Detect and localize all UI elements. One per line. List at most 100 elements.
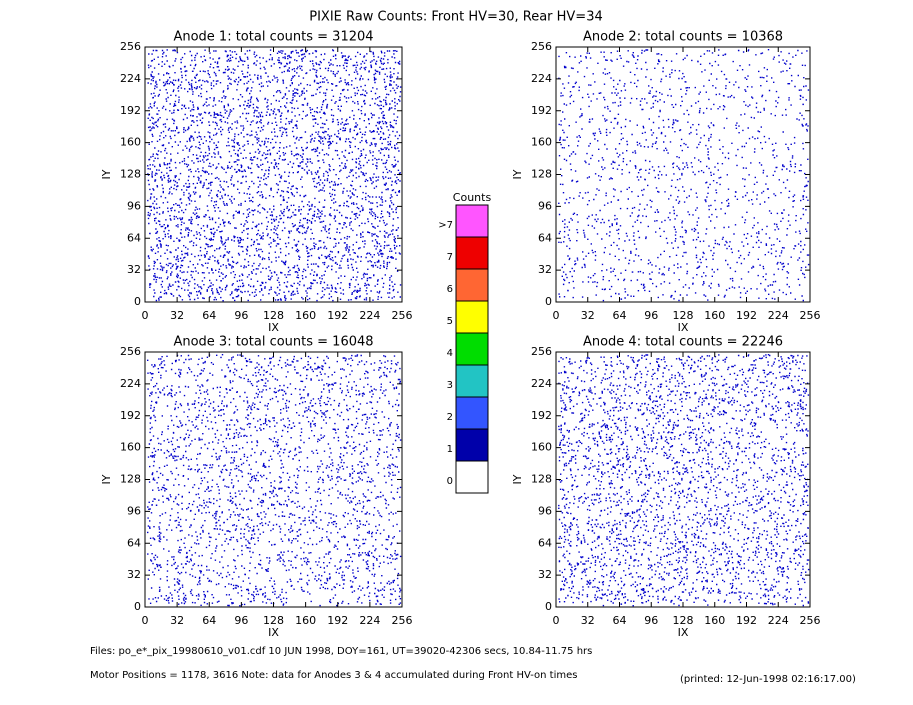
y-tick-label: 0 — [545, 295, 552, 308]
plot-frame — [555, 46, 811, 303]
x-tick-label: 256 — [800, 614, 821, 627]
y-tick-label: 256 — [120, 40, 141, 53]
x-tick-label: 192 — [327, 614, 348, 627]
y-tick-label: 160 — [531, 136, 552, 149]
count-texture — [147, 49, 402, 302]
y-tick-label: 32 — [127, 568, 141, 581]
colorbar-label: 5 — [447, 316, 453, 327]
y-tick-label: 96 — [127, 504, 141, 517]
x-tick-label: 160 — [295, 309, 316, 322]
x-tick-label: 0 — [553, 614, 560, 627]
x-tick-label: 32 — [581, 614, 595, 627]
colorbar-swatch — [455, 428, 489, 462]
panel-title: Anode 4: total counts = 22246 — [583, 335, 783, 350]
x-tick-label: 128 — [263, 309, 284, 322]
y-tick-label: 128 — [531, 168, 552, 181]
y-tick-label: 256 — [120, 345, 141, 358]
colorbar-label: 4 — [447, 348, 453, 359]
x-tick-label: 192 — [327, 309, 348, 322]
y-tick-label: 96 — [127, 199, 141, 212]
colorbar-swatch — [455, 364, 489, 398]
x-tick-label: 96 — [644, 614, 658, 627]
colorbar-swatch — [455, 332, 489, 366]
x-tick-label: 128 — [673, 614, 694, 627]
colorbar-swatch — [455, 396, 489, 430]
x-tick-label: 160 — [295, 614, 316, 627]
x-tick-label: 224 — [768, 614, 789, 627]
x-tick-label: 96 — [644, 309, 658, 322]
y-tick-label: 224 — [531, 377, 552, 390]
colorbar-label: 0 — [447, 476, 453, 487]
y-tick-label: 0 — [134, 295, 141, 308]
count-texture — [558, 49, 810, 302]
x-tick-label: 160 — [704, 309, 725, 322]
x-tick-label: 192 — [736, 309, 757, 322]
y-tick-label: 160 — [531, 441, 552, 454]
y-axis-label: IY — [511, 169, 524, 179]
x-tick-label: 128 — [673, 309, 694, 322]
x-tick-label: 256 — [392, 309, 413, 322]
y-axis-label: IY — [511, 474, 524, 484]
x-tick-label: 0 — [142, 309, 149, 322]
colorbar-swatch — [455, 236, 489, 270]
x-tick-label: 64 — [613, 614, 627, 627]
footer-motor: Motor Positions = 1178, 3616 Note: data … — [90, 670, 577, 681]
x-axis-label: IX — [678, 626, 689, 639]
y-tick-label: 96 — [538, 199, 552, 212]
x-tick-label: 0 — [553, 309, 560, 322]
colorbar-swatch — [455, 300, 489, 334]
x-tick-label: 32 — [581, 309, 595, 322]
colorbar-label: 1 — [447, 444, 453, 455]
x-axis-label: IX — [678, 321, 689, 334]
panel-title: Anode 3: total counts = 16048 — [173, 335, 373, 350]
y-tick-label: 160 — [120, 136, 141, 149]
y-tick-label: 64 — [538, 231, 552, 244]
x-tick-label: 224 — [359, 614, 380, 627]
colorbar-swatch — [455, 204, 489, 238]
colorbar-swatch — [455, 268, 489, 302]
footer-printed: (printed: 12-Jun-1998 02:16:17.00) — [680, 674, 856, 685]
y-tick-label: 192 — [531, 409, 552, 422]
x-axis-label: IX — [268, 321, 279, 334]
y-tick-label: 256 — [531, 345, 552, 358]
footer-files: Files: po_e*_pix_19980610_v01.cdf 10 JUN… — [90, 646, 592, 657]
y-tick-label: 224 — [120, 377, 141, 390]
y-tick-label: 64 — [127, 231, 141, 244]
panel-title: Anode 2: total counts = 10368 — [583, 30, 783, 45]
x-tick-label: 160 — [704, 614, 725, 627]
x-tick-label: 256 — [392, 614, 413, 627]
colorbar-swatch — [455, 460, 489, 494]
y-tick-label: 224 — [531, 72, 552, 85]
page-title: PIXIE Raw Counts: Front HV=30, Rear HV=3… — [309, 10, 603, 25]
plot-frame — [555, 351, 811, 608]
y-tick-label: 192 — [120, 104, 141, 117]
y-tick-label: 192 — [531, 104, 552, 117]
y-tick-label: 128 — [531, 473, 552, 486]
colorbar-title: Counts — [453, 191, 492, 204]
colorbar-label: 3 — [447, 380, 453, 391]
y-tick-label: 64 — [538, 536, 552, 549]
y-tick-label: 192 — [120, 409, 141, 422]
y-tick-label: 32 — [538, 263, 552, 276]
x-tick-label: 96 — [234, 614, 248, 627]
y-tick-label: 224 — [120, 72, 141, 85]
y-tick-label: 128 — [120, 168, 141, 181]
count-texture — [147, 354, 402, 607]
y-axis-label: IY — [100, 169, 113, 179]
panel-title: Anode 1: total counts = 31204 — [173, 30, 373, 45]
x-tick-label: 0 — [142, 614, 149, 627]
y-tick-label: 32 — [127, 263, 141, 276]
x-tick-label: 96 — [234, 309, 248, 322]
y-tick-label: 32 — [538, 568, 552, 581]
y-axis-label: IY — [100, 474, 113, 484]
count-texture — [558, 354, 810, 607]
colorbar-label: 2 — [447, 412, 453, 423]
y-tick-label: 0 — [134, 600, 141, 613]
y-tick-label: 256 — [531, 40, 552, 53]
x-tick-label: 192 — [736, 614, 757, 627]
x-tick-label: 224 — [768, 309, 789, 322]
x-tick-label: 224 — [359, 309, 380, 322]
x-tick-label: 32 — [170, 309, 184, 322]
x-tick-label: 256 — [800, 309, 821, 322]
